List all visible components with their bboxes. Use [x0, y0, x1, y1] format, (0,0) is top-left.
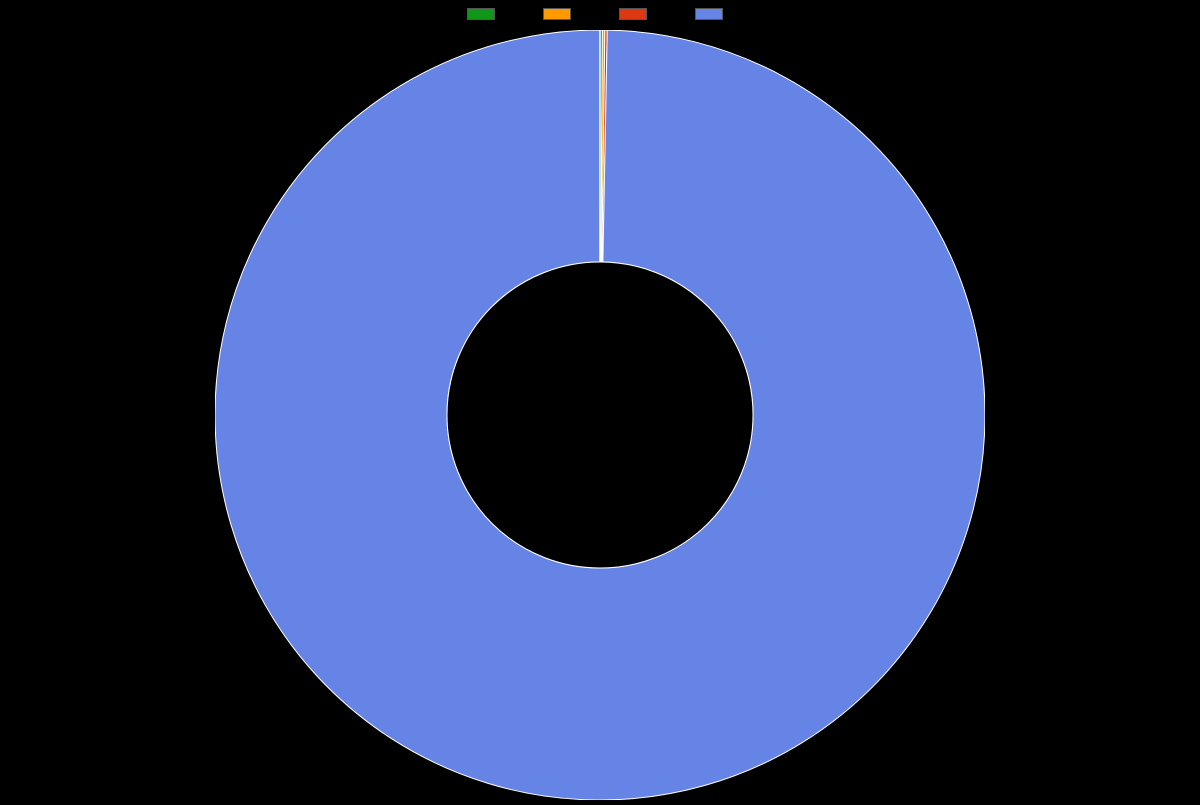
donut-chart	[215, 30, 985, 800]
legend-item-0[interactable]	[467, 8, 505, 20]
legend-item-2[interactable]	[619, 8, 657, 20]
legend-swatch-3	[695, 8, 723, 20]
donut-hole	[447, 262, 753, 568]
legend-item-3[interactable]	[695, 8, 733, 20]
legend-swatch-2	[619, 8, 647, 20]
legend-item-1[interactable]	[543, 8, 581, 20]
legend-swatch-1	[543, 8, 571, 20]
chart-legend	[467, 8, 733, 20]
donut-svg	[215, 30, 985, 800]
legend-swatch-0	[467, 8, 495, 20]
